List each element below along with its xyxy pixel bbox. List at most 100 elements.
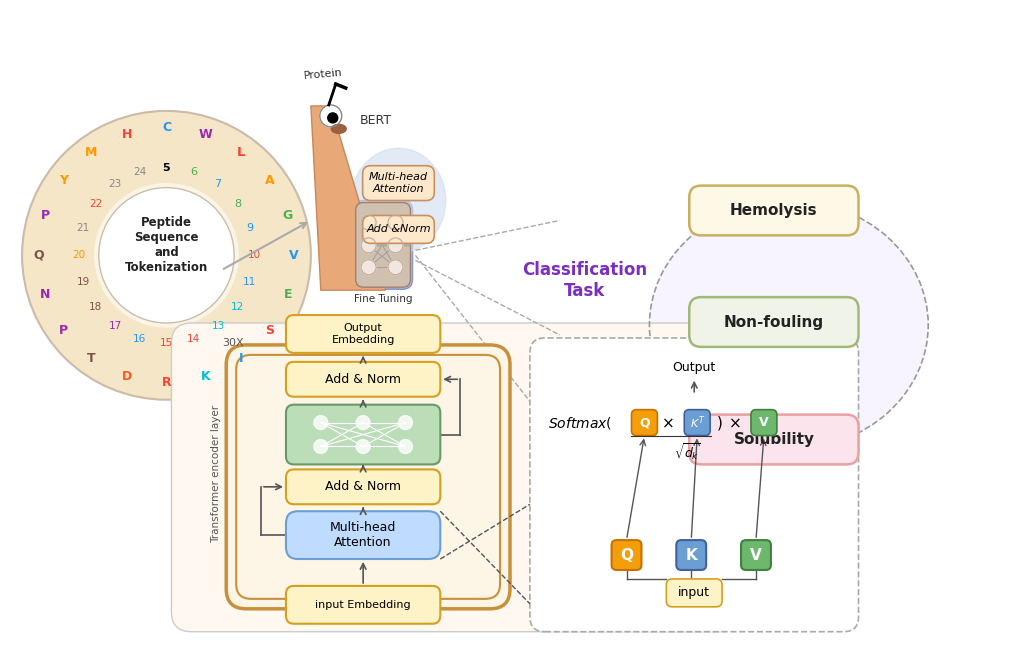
FancyBboxPatch shape <box>286 362 440 397</box>
Text: 13: 13 <box>211 321 224 331</box>
Text: Q: Q <box>639 416 650 429</box>
Text: V: V <box>751 548 762 563</box>
Text: Add & Norm: Add & Norm <box>326 373 401 386</box>
Text: T: T <box>87 352 96 365</box>
Text: S: S <box>265 324 274 337</box>
Text: V: V <box>289 249 299 262</box>
Text: 5: 5 <box>163 162 170 173</box>
Text: W: W <box>199 128 213 141</box>
Text: 9: 9 <box>246 223 253 233</box>
FancyBboxPatch shape <box>676 540 707 570</box>
Text: input Embedding: input Embedding <box>315 600 411 610</box>
Text: A: A <box>265 174 274 187</box>
Text: K: K <box>685 548 697 563</box>
Ellipse shape <box>332 124 346 134</box>
FancyBboxPatch shape <box>530 338 858 631</box>
Text: Non-fouling: Non-fouling <box>724 314 824 329</box>
Text: 11: 11 <box>243 277 256 288</box>
Circle shape <box>388 238 403 253</box>
FancyBboxPatch shape <box>362 215 434 244</box>
Ellipse shape <box>649 200 928 449</box>
Text: E: E <box>284 288 292 301</box>
Text: $\times$: $\times$ <box>662 415 674 430</box>
Circle shape <box>98 187 234 323</box>
Text: Hemolysis: Hemolysis <box>730 203 818 218</box>
Circle shape <box>313 440 328 453</box>
Text: 30X: 30X <box>222 338 244 348</box>
Text: N: N <box>40 288 50 301</box>
Ellipse shape <box>351 148 445 253</box>
Text: BERT: BERT <box>359 115 391 127</box>
Polygon shape <box>311 106 386 290</box>
Text: Q: Q <box>34 249 44 262</box>
Circle shape <box>398 440 413 453</box>
Text: 19: 19 <box>77 277 90 288</box>
Text: 17: 17 <box>109 321 122 331</box>
Text: H: H <box>122 128 132 141</box>
Circle shape <box>356 416 370 430</box>
Circle shape <box>398 416 413 430</box>
Text: 18: 18 <box>89 302 102 312</box>
Text: Fine Tuning: Fine Tuning <box>354 294 413 304</box>
Text: L: L <box>238 145 246 159</box>
FancyBboxPatch shape <box>226 345 510 608</box>
Text: 14: 14 <box>187 333 200 344</box>
Text: 10: 10 <box>248 250 261 260</box>
Text: D: D <box>122 370 132 383</box>
Circle shape <box>361 215 376 230</box>
FancyBboxPatch shape <box>286 405 440 464</box>
FancyBboxPatch shape <box>362 166 434 200</box>
Text: P: P <box>41 210 50 223</box>
Text: K: K <box>201 370 211 383</box>
Text: Protein: Protein <box>303 67 343 81</box>
Text: Y: Y <box>58 174 68 187</box>
FancyBboxPatch shape <box>286 586 440 624</box>
Text: M: M <box>85 145 97 159</box>
Text: G: G <box>283 210 293 223</box>
Text: 12: 12 <box>230 302 244 312</box>
Text: Add &Norm: Add &Norm <box>367 225 431 234</box>
Text: Output: Output <box>673 362 716 374</box>
FancyBboxPatch shape <box>632 409 657 436</box>
Text: Output
Embedding: Output Embedding <box>332 323 395 345</box>
FancyBboxPatch shape <box>237 355 500 599</box>
Text: 7: 7 <box>214 179 221 189</box>
Text: 24: 24 <box>133 167 146 177</box>
Circle shape <box>356 440 370 453</box>
Text: $Softmax($: $Softmax($ <box>548 415 612 430</box>
Circle shape <box>319 105 342 127</box>
FancyBboxPatch shape <box>684 409 711 436</box>
Circle shape <box>388 215 403 230</box>
Circle shape <box>95 183 239 327</box>
Text: $\sqrt{d_k}$: $\sqrt{d_k}$ <box>674 442 700 463</box>
Circle shape <box>313 416 328 430</box>
Circle shape <box>388 260 403 274</box>
Text: 6: 6 <box>190 167 197 177</box>
FancyBboxPatch shape <box>286 511 440 559</box>
Text: Solubility: Solubility <box>733 432 814 447</box>
Text: Add & Norm: Add & Norm <box>326 480 401 493</box>
FancyBboxPatch shape <box>611 540 641 570</box>
Text: Multi-head
Attention: Multi-head Attention <box>369 172 428 194</box>
Text: 8: 8 <box>233 199 241 209</box>
Circle shape <box>361 260 376 274</box>
Text: input: input <box>678 586 711 599</box>
Circle shape <box>23 111 311 400</box>
Text: I: I <box>240 352 244 365</box>
Text: $)$: $)$ <box>716 413 722 432</box>
Text: C: C <box>162 121 171 134</box>
Circle shape <box>328 113 338 123</box>
Text: Classification
Task: Classification Task <box>522 261 647 299</box>
Text: 21: 21 <box>77 223 90 233</box>
FancyBboxPatch shape <box>355 202 411 287</box>
FancyBboxPatch shape <box>286 470 440 504</box>
Text: R: R <box>162 376 171 389</box>
Text: 22: 22 <box>89 199 102 209</box>
FancyBboxPatch shape <box>689 415 858 464</box>
Text: V: V <box>759 416 769 429</box>
FancyBboxPatch shape <box>286 315 440 353</box>
FancyBboxPatch shape <box>751 409 777 436</box>
FancyBboxPatch shape <box>689 297 858 347</box>
FancyBboxPatch shape <box>353 200 413 289</box>
Text: 15: 15 <box>160 338 173 348</box>
